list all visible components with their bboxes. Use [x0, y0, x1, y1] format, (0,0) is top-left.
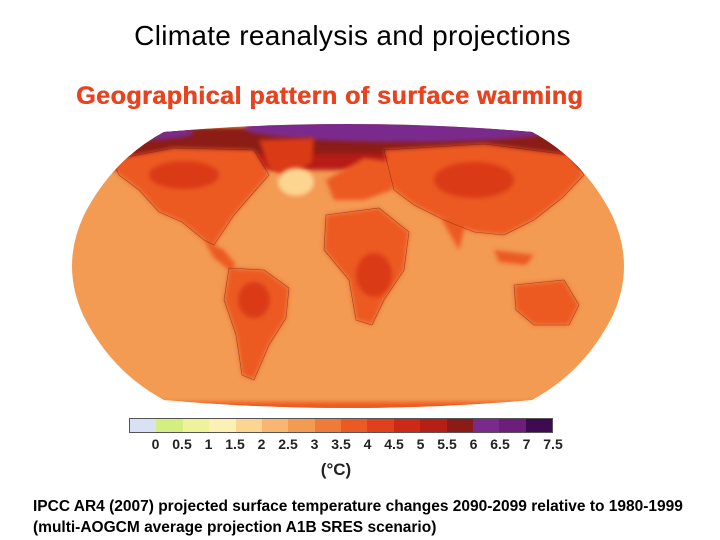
colorbar-swatch — [261, 419, 289, 432]
colorbar-swatch — [314, 419, 341, 432]
warming-map — [64, 120, 632, 412]
colorbar-swatch — [393, 419, 421, 432]
greenland — [259, 138, 314, 178]
colorbar-tick-label: 5 — [416, 436, 425, 452]
colorbar-swatch — [209, 419, 236, 432]
colorbar-swatch — [499, 419, 526, 432]
colorbar-swatch — [446, 419, 473, 432]
colorbar-tick-label: 0.5 — [172, 436, 192, 452]
colorbar-tick-label: 3.5 — [331, 436, 351, 452]
figure-caption: IPCC AR4 (2007) projected surface temper… — [33, 498, 683, 536]
colorbar-tick-label: 4 — [363, 436, 372, 452]
southeast-asia — [494, 250, 534, 265]
asia-hot-core — [434, 162, 514, 198]
colorbar-swatch — [367, 419, 394, 432]
colorbar-swatch — [235, 419, 262, 432]
colorbar-tick-label: 6 — [469, 436, 478, 452]
africa-hot-core — [356, 253, 392, 297]
australia — [514, 280, 579, 325]
colorbar-swatch — [341, 419, 368, 432]
north-atlantic-cool-spot — [278, 168, 314, 196]
colorbar-tick-label: 3 — [310, 436, 319, 452]
colorbar — [129, 418, 553, 433]
slide-title: Climate reanalysis and projections — [134, 20, 571, 51]
arctic-purple-zone-west — [94, 124, 194, 140]
colorbar-tick-label: 7.5 — [543, 436, 563, 452]
colorbar-swatch — [130, 419, 157, 432]
antarctica — [94, 402, 604, 408]
amazon-hot-core — [238, 282, 270, 318]
colorbar-tick-label: 4.5 — [384, 436, 404, 452]
north-america-hot-core — [149, 161, 219, 189]
arctic-purple-zone — [244, 124, 564, 142]
india — [442, 220, 466, 250]
europe — [326, 158, 394, 200]
colorbar-tick-label: 5.5 — [437, 436, 457, 452]
colorbar-tick-label: 6.5 — [490, 436, 510, 452]
colorbar-tick-label: 0 — [151, 436, 160, 452]
coastlines — [111, 143, 585, 381]
colorbar-tick-label: 1.5 — [225, 436, 245, 452]
colorbar-tick-label: 7 — [522, 436, 531, 452]
colorbar-tick-label: 2.5 — [278, 436, 298, 452]
colorbar-swatch — [420, 419, 447, 432]
colorbar-swatch — [182, 419, 210, 432]
colorbar-swatch — [156, 419, 183, 432]
colorbar-swatch — [288, 419, 315, 432]
colorbar-swatch — [472, 419, 500, 432]
central-america — [204, 240, 236, 270]
map-title: Geographical pattern of surface warming — [76, 82, 584, 110]
colorbar-tick-label: 2 — [257, 436, 266, 452]
colorbar-swatch — [525, 419, 552, 432]
colorbar-tick-label: 1 — [204, 436, 213, 452]
colorbar-units: (°C) — [320, 460, 352, 479]
colorbar-ticks: 0 0.5 1 1.5 2 2.5 3 3.5 4 4.5 5 5.5 6 6.5 7 7.5 — [129, 436, 563, 454]
